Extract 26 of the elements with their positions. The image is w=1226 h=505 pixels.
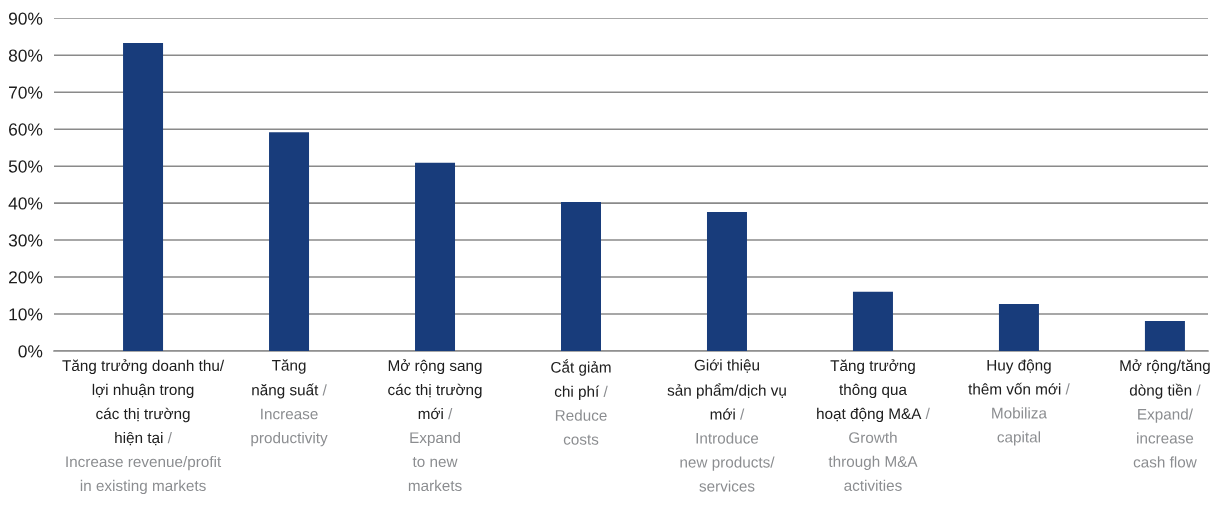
category-label: Tăng trưởng thông qua hoạt động M&A / Growth through M&A activities <box>817 359 930 491</box>
y-tick-label: 60% <box>9 123 43 136</box>
x-tick-label: Tăng năng suất / Increase productivity <box>251 359 328 447</box>
y-tick-label: 30% <box>8 234 43 247</box>
y-tick-label: 40% <box>8 197 43 210</box>
bar <box>415 162 456 351</box>
y-tick-label: 50% <box>8 160 43 173</box>
y-tick-label: 20% <box>9 271 43 284</box>
x-tick-label: Cắt giảm chi phí / Reduce costs <box>551 359 611 445</box>
bar <box>852 291 893 351</box>
bar <box>706 212 747 351</box>
bar <box>123 43 164 351</box>
x-tick-label: Mở rộng/tăng dòng tiền / Expand/ increase cash flow <box>1120 359 1210 468</box>
category-label: Huy động thêm vốn mới / Mobiliza capital <box>968 359 1070 446</box>
bar <box>1144 321 1185 351</box>
x-tick-label: Giới thiệu sản phẩm/dịch vụ mới / Introduce new products/ services <box>667 359 786 492</box>
y-tick-label: 10% <box>9 308 43 321</box>
bar <box>269 132 310 351</box>
x-tick-label: Mở rộng sang các thị trường mới / Expand to new markets <box>388 359 482 492</box>
y-tick-label: 70% <box>9 86 43 99</box>
y-tick-label: 80% <box>8 49 43 62</box>
y-tick-label: 90% <box>8 12 43 25</box>
bar <box>561 202 601 351</box>
bar <box>998 304 1039 351</box>
y-tick-label: 0% <box>18 345 43 358</box>
x-tick-label: Tăng trưởng doanh thu/ lợi nhuận trong các thị trường hiện tại / Increase revenue/profit in existing markets <box>62 359 225 495</box>
